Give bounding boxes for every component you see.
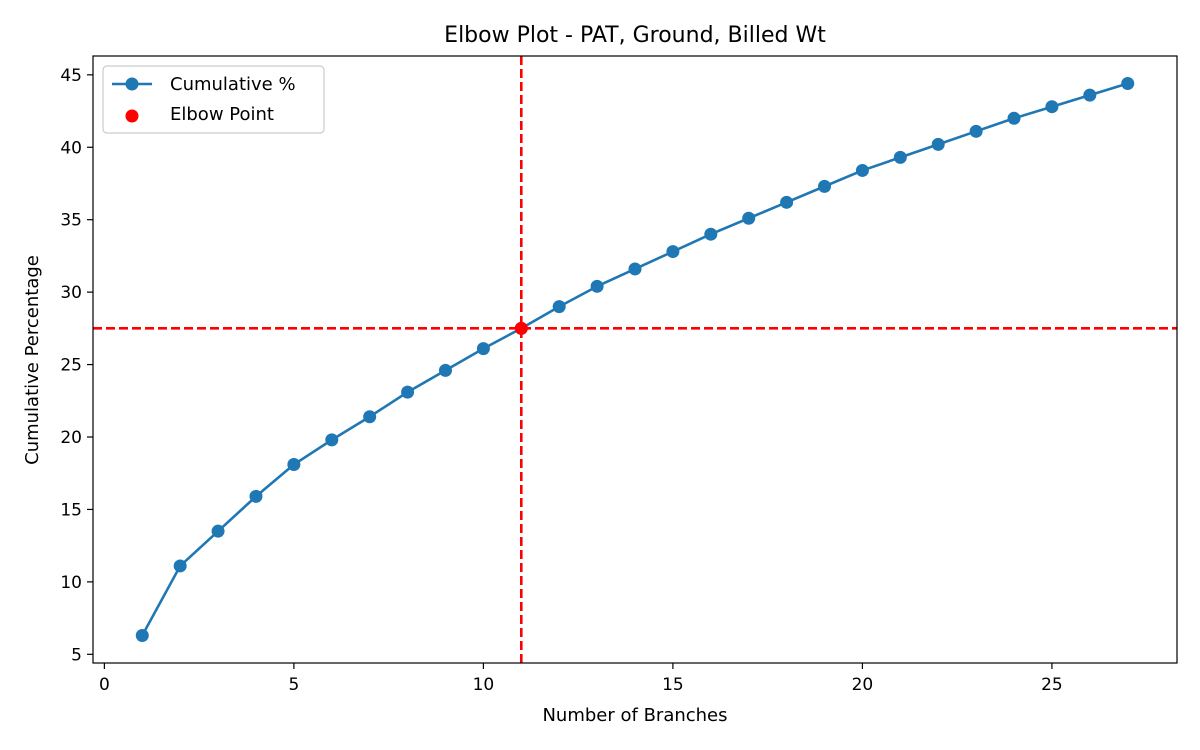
legend-elbow-marker bbox=[125, 109, 139, 123]
data-point bbox=[211, 524, 225, 538]
chart-title: Elbow Plot - PAT, Ground, Billed Wt bbox=[444, 23, 826, 48]
data-point bbox=[742, 211, 756, 225]
data-point bbox=[931, 137, 945, 151]
plot-frame bbox=[92, 55, 1178, 664]
y-tick-label: 10 bbox=[60, 573, 82, 593]
x-tick-label: 20 bbox=[852, 675, 874, 695]
legend-box bbox=[102, 65, 325, 134]
data-point bbox=[666, 245, 680, 259]
data-point bbox=[780, 195, 794, 209]
x-tick-label: 10 bbox=[473, 675, 495, 695]
data-point bbox=[135, 628, 149, 642]
x-tick-label: 5 bbox=[288, 675, 299, 695]
data-point bbox=[628, 262, 642, 276]
legend: Cumulative % Elbow Point bbox=[102, 65, 325, 134]
data-point bbox=[1121, 77, 1135, 91]
data-point bbox=[363, 410, 377, 424]
legend-series-label: Cumulative % bbox=[170, 74, 296, 95]
data-point bbox=[1045, 100, 1059, 114]
y-tick-label: 40 bbox=[60, 138, 82, 158]
x-axis-label: Number of Branches bbox=[542, 705, 727, 726]
data-point bbox=[969, 124, 983, 138]
data-point bbox=[476, 342, 490, 356]
legend-elbow-label: Elbow Point bbox=[170, 104, 274, 125]
y-tick-label: 15 bbox=[60, 500, 82, 520]
data-point bbox=[438, 363, 452, 377]
y-tick-label: 25 bbox=[60, 356, 82, 376]
legend-series-marker bbox=[125, 77, 139, 91]
y-tick-label: 5 bbox=[71, 645, 82, 665]
y-axis-label: Cumulative Percentage bbox=[22, 255, 43, 465]
y-tick-label: 45 bbox=[60, 66, 82, 86]
data-point bbox=[552, 300, 566, 314]
x-tick-label: 15 bbox=[662, 675, 684, 695]
data-point bbox=[1083, 88, 1097, 102]
reference-lines bbox=[93, 56, 1177, 663]
data-point bbox=[855, 163, 869, 177]
data-point bbox=[893, 150, 907, 164]
y-tick-label: 30 bbox=[60, 283, 82, 303]
data-point bbox=[818, 179, 832, 193]
data-point bbox=[401, 385, 415, 399]
x-tick-label: 0 bbox=[99, 675, 110, 695]
data-point bbox=[173, 559, 187, 573]
y-tick-label: 35 bbox=[60, 211, 82, 231]
data-point bbox=[704, 227, 718, 241]
data-point bbox=[1007, 111, 1021, 125]
x-tick-label: 25 bbox=[1041, 675, 1063, 695]
plot-area bbox=[93, 56, 1177, 663]
elbow-point-marker bbox=[514, 321, 528, 335]
data-point bbox=[287, 458, 301, 472]
y-tick-label: 20 bbox=[60, 428, 82, 448]
data-point bbox=[590, 279, 604, 293]
data-point bbox=[325, 433, 339, 447]
data-point bbox=[249, 489, 263, 503]
